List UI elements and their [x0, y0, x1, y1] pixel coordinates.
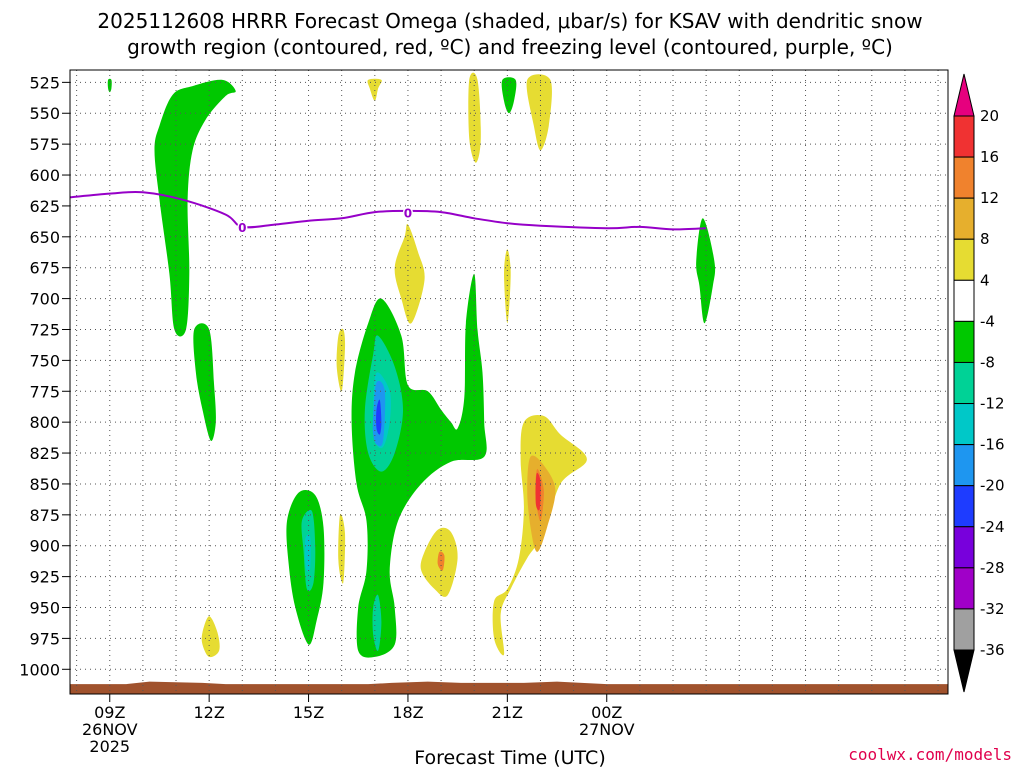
colorbar-label-7: -12 — [980, 395, 1005, 413]
x-tick-label-18-0: 18Z — [392, 703, 423, 722]
colorbar-swatch-2 — [953, 197, 975, 240]
omega-region-20 — [338, 513, 346, 584]
colorbar-label-6: -8 — [980, 353, 995, 371]
credit-text: coolwx.com/models — [848, 745, 1012, 764]
y-tick-label-850: 850 — [29, 475, 60, 494]
plot-frame — [69, 69, 949, 695]
chart-title-line2: growth region (contoured, red, ºC) and f… — [127, 35, 893, 59]
y-tick-label-975: 975 — [29, 629, 60, 648]
x-tick-label-15-0: 15Z — [293, 703, 324, 722]
y-tick-label-825: 825 — [29, 444, 60, 463]
omega-region-16 — [526, 74, 552, 151]
y-tick-label-1000: 1000 — [19, 660, 60, 679]
y-axis: 525 550 575 600 625 650 675 700 725 750 775 800 825 8… — [19, 73, 70, 679]
y-tick-label-925: 925 — [29, 568, 60, 587]
y-tick-label-875: 875 — [29, 506, 60, 525]
colorbar-label-5: -4 — [980, 312, 995, 330]
omega-region-28 — [535, 472, 541, 511]
x-tick-label-12-0: 12Z — [193, 703, 224, 722]
colorbar-swatch-9 — [953, 485, 975, 528]
colorbar-label-4: 4 — [980, 271, 990, 289]
omega-region-27 — [437, 551, 445, 571]
y-tick-label-575: 575 — [29, 135, 60, 154]
y-tick-label-950: 950 — [29, 599, 60, 618]
colorbar-swatch-5 — [953, 320, 975, 363]
colorbar-swatch-4 — [953, 279, 975, 322]
y-tick-label-525: 525 — [29, 73, 60, 92]
omega-shading — [107, 72, 716, 658]
colorbar-swatch-6 — [953, 361, 975, 405]
y-tick-label-775: 775 — [29, 382, 60, 401]
y-tick-label-900: 900 — [29, 537, 60, 556]
y-tick-label-625: 625 — [29, 197, 60, 216]
x-tick-label-24-0: 00Z — [591, 703, 622, 722]
chart-title-line1: 2025112608 HRRR Forecast Omega (shaded, … — [97, 9, 922, 33]
freezing-level-label-1: 0 — [404, 206, 412, 220]
y-tick-label-750: 750 — [29, 351, 60, 370]
omega-region-15 — [468, 72, 481, 163]
omega-region-10 — [376, 399, 382, 435]
x-axis-label: Forecast Time (UTC) — [414, 747, 605, 768]
y-tick-label-600: 600 — [29, 166, 60, 185]
plot-area: 00 — [69, 69, 949, 695]
colorbar-label-2: 12 — [980, 189, 999, 207]
y-tick-label-675: 675 — [29, 259, 60, 278]
omega-region-11 — [372, 594, 382, 652]
x-tick-label-9-1: 26NOV — [82, 720, 138, 739]
colorbar-label-13: -36 — [980, 641, 1005, 659]
freezing-level-label-0: 0 — [238, 221, 246, 235]
omega-region-2 — [193, 323, 216, 441]
colorbar-label-10: -24 — [980, 518, 1005, 536]
colorbar-swatch-1 — [953, 156, 975, 199]
y-tick-label-700: 700 — [29, 290, 60, 309]
colorbar-swatch-11 — [953, 567, 975, 610]
x-tick-label-9-2: 2025 — [89, 737, 130, 756]
colorbar-label-9: -20 — [980, 477, 1005, 495]
colorbar-top-arrow — [953, 73, 975, 117]
omega-region-17 — [394, 224, 425, 324]
omega-region-1 — [154, 79, 236, 337]
omega-region-22 — [201, 616, 220, 658]
y-tick-label-800: 800 — [29, 413, 60, 432]
colorbar-label-8: -16 — [980, 436, 1005, 454]
colorbar-swatch-7 — [953, 403, 975, 446]
x-tick-label-24-1: 27NOV — [579, 720, 635, 739]
colorbar-label-11: -28 — [980, 559, 1005, 577]
omega-region-12 — [501, 77, 517, 114]
colorbar-swatch-0 — [953, 115, 975, 158]
colorbar-label-0: 20 — [980, 107, 999, 125]
colorbar-swatch-3 — [953, 238, 975, 281]
colorbar-label-12: -32 — [980, 600, 1005, 618]
y-tick-label-650: 650 — [29, 228, 60, 247]
terrain-fill — [70, 681, 948, 694]
x-tick-label-21-0: 21Z — [492, 703, 523, 722]
colorbar-swatch-8 — [953, 444, 975, 487]
terrain-layer — [70, 681, 948, 694]
colorbar: 20 16 12 8 4 -4 -8 -12 -16 -20 -24 -28 -32 -36 — [953, 73, 1005, 693]
colorbar-label-1: 16 — [980, 148, 999, 166]
omega-region-13 — [696, 218, 716, 324]
y-tick-label-725: 725 — [29, 320, 60, 339]
colorbar-swatch-10 — [953, 526, 975, 569]
grid-lines — [70, 70, 948, 694]
colorbar-bottom-arrow — [953, 649, 975, 693]
omega-region-14 — [367, 78, 382, 101]
freezing-level-layer: 00 — [70, 190, 707, 237]
omega-region-5 — [304, 534, 311, 572]
freezing-level-line — [70, 190, 707, 231]
y-tick-label-550: 550 — [29, 104, 60, 123]
x-tick-label-9-0: 09Z — [94, 703, 125, 722]
colorbar-swatch-12 — [953, 608, 975, 651]
colorbar-label-3: 8 — [980, 230, 990, 248]
